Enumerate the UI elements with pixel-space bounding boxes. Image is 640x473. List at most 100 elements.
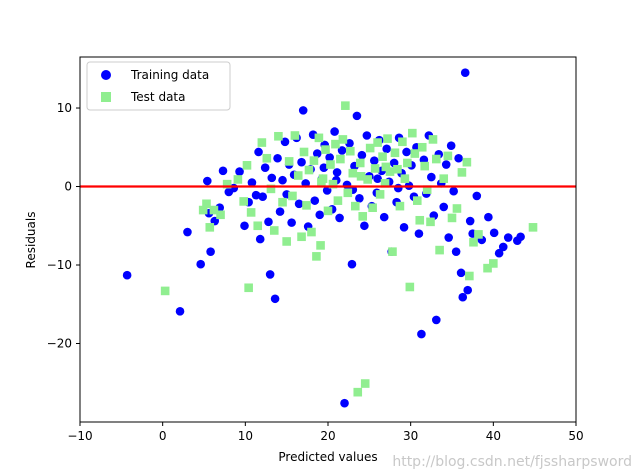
training-data-point bbox=[298, 106, 308, 115]
test-data-point bbox=[253, 221, 263, 231]
test-data-point bbox=[160, 286, 170, 296]
x-tick-label: −10 bbox=[67, 429, 92, 443]
training-data-point bbox=[335, 213, 344, 223]
test-data-point bbox=[443, 151, 453, 161]
test-data-point bbox=[353, 387, 363, 397]
training-data-point bbox=[393, 183, 403, 193]
training-data-point bbox=[240, 221, 249, 231]
test-data-point bbox=[381, 162, 391, 172]
x-tick-label: 0 bbox=[159, 429, 167, 443]
test-data-point bbox=[380, 179, 390, 188]
training-data-point bbox=[472, 191, 482, 201]
x-tick-label: 20 bbox=[320, 429, 335, 443]
y-tick-label: 10 bbox=[57, 101, 72, 115]
test-data-point bbox=[368, 203, 377, 213]
test-data-point bbox=[284, 157, 294, 166]
test-data-point bbox=[417, 142, 427, 152]
training-data-point bbox=[255, 234, 265, 244]
watermark: http://blog.csdn.net/fjssharpsword bbox=[392, 454, 632, 470]
training-data-point bbox=[278, 175, 287, 185]
training-data-point bbox=[446, 141, 456, 150]
training-data-point bbox=[516, 232, 525, 242]
legend-test-label: Test data bbox=[130, 90, 185, 104]
training-data-point bbox=[382, 144, 391, 154]
test-data-markers bbox=[160, 101, 538, 397]
training-data-point bbox=[414, 229, 424, 238]
training-data-point bbox=[325, 153, 334, 162]
test-data-point bbox=[257, 138, 267, 147]
test-data-point bbox=[363, 175, 372, 184]
test-data-point bbox=[528, 223, 538, 232]
test-data-point bbox=[439, 174, 449, 183]
test-data-point bbox=[288, 191, 297, 201]
training-data-point bbox=[347, 259, 357, 269]
test-data-point bbox=[302, 201, 311, 210]
training-data-point bbox=[340, 398, 349, 408]
training-data-point bbox=[267, 173, 277, 183]
test-data-point bbox=[304, 165, 314, 175]
y-tick-label: 0 bbox=[64, 180, 72, 194]
training-data-point bbox=[355, 193, 364, 203]
test-data-point bbox=[343, 188, 353, 198]
training-data-point bbox=[203, 176, 212, 186]
training-data-point bbox=[297, 157, 306, 167]
y-axis-label: Residuals bbox=[24, 212, 38, 269]
test-data-point bbox=[202, 199, 211, 209]
training-data-point bbox=[287, 218, 296, 227]
training-data-point bbox=[458, 292, 468, 302]
training-data-point bbox=[494, 248, 504, 258]
test-data-point bbox=[314, 133, 324, 143]
training-data-point bbox=[273, 153, 282, 163]
training-data-point bbox=[315, 210, 325, 220]
test-data-point bbox=[321, 145, 330, 154]
x-axis-label: Predicted values bbox=[278, 450, 377, 464]
training-data-point bbox=[275, 207, 285, 216]
test-data-point bbox=[222, 179, 232, 189]
test-data-point bbox=[198, 205, 208, 215]
test-data-point bbox=[358, 212, 368, 221]
training-data-point bbox=[254, 147, 263, 157]
test-data-point bbox=[395, 201, 405, 211]
training-data-point bbox=[319, 163, 329, 172]
test-data-point bbox=[331, 139, 340, 149]
test-data-point bbox=[393, 164, 402, 174]
legend-box bbox=[86, 61, 231, 111]
training-data-point bbox=[218, 166, 228, 176]
test-data-point bbox=[398, 137, 407, 147]
test-data-point bbox=[428, 135, 438, 144]
test-data-point bbox=[307, 227, 316, 237]
x-tick-label: 30 bbox=[403, 429, 418, 443]
training-data-point bbox=[337, 146, 347, 155]
training-data-point bbox=[258, 192, 267, 202]
test-data-point bbox=[405, 282, 415, 292]
test-data-point bbox=[309, 156, 319, 165]
y-axis-ticks: −20 −10 0 10 bbox=[47, 101, 80, 351]
training-data-point bbox=[270, 294, 280, 304]
legend-training-marker bbox=[101, 70, 111, 80]
test-data-point bbox=[205, 223, 215, 232]
training-data-point bbox=[484, 212, 493, 222]
test-data-point bbox=[412, 196, 422, 205]
training-data-point bbox=[362, 131, 372, 140]
training-data-point bbox=[402, 147, 411, 157]
test-data-point bbox=[317, 177, 326, 187]
test-data-point bbox=[489, 259, 498, 268]
test-data-point bbox=[360, 379, 370, 388]
test-data-point bbox=[239, 197, 248, 206]
training-data-point bbox=[460, 68, 470, 77]
test-data-point bbox=[431, 154, 441, 164]
test-data-point bbox=[370, 164, 380, 173]
test-data-point bbox=[383, 134, 392, 143]
test-data-point bbox=[426, 217, 435, 227]
test-data-point bbox=[378, 152, 387, 161]
training-data-point bbox=[498, 242, 508, 252]
training-data-point bbox=[463, 285, 473, 295]
x-tick-label: 50 bbox=[568, 429, 583, 443]
test-data-point bbox=[278, 197, 287, 207]
test-data-point bbox=[373, 138, 382, 147]
training-data-point bbox=[294, 199, 304, 209]
training-data-point bbox=[175, 307, 185, 316]
test-data-point bbox=[415, 215, 425, 225]
y-tick-label: −10 bbox=[47, 258, 72, 272]
training-data-point bbox=[235, 167, 244, 176]
